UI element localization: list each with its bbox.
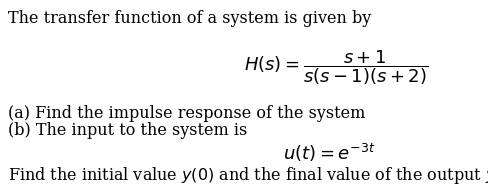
Text: (a) Find the impulse response of the system: (a) Find the impulse response of the sys… bbox=[8, 105, 366, 122]
Text: $H(s) = \dfrac{s+1}{s(s-1)(s+2)}$: $H(s) = \dfrac{s+1}{s(s-1)(s+2)}$ bbox=[244, 48, 428, 87]
Text: The transfer function of a system is given by: The transfer function of a system is giv… bbox=[8, 10, 371, 27]
Text: (b) The input to the system is: (b) The input to the system is bbox=[8, 122, 247, 139]
Text: $u(t) = e^{-3t}$: $u(t) = e^{-3t}$ bbox=[283, 142, 375, 164]
Text: Find the initial value $y(0)$ and the final value of the output $y(\infty)$: Find the initial value $y(0)$ and the fi… bbox=[8, 165, 488, 186]
